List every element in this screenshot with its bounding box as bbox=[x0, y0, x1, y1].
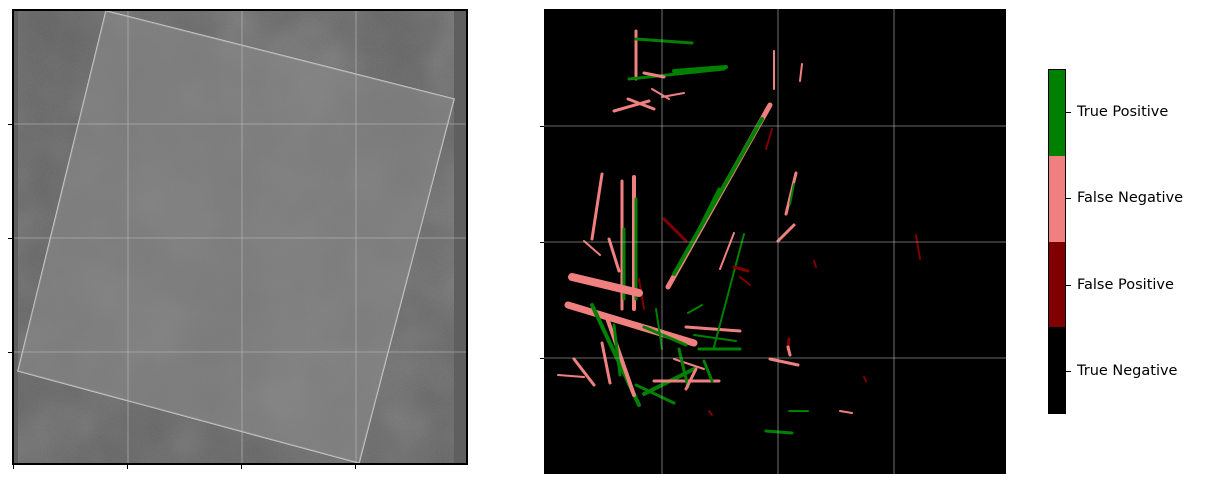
false-negative-mark bbox=[642, 71, 666, 79]
axis-tick bbox=[355, 465, 356, 469]
colorbar-label: False Negative bbox=[1077, 190, 1184, 207]
true-positive-mark bbox=[672, 65, 728, 73]
colorbar-segment bbox=[1049, 327, 1065, 413]
colorbar-segment bbox=[1049, 155, 1065, 242]
classification-map-panel bbox=[544, 9, 1006, 474]
true-positive-mark bbox=[677, 347, 690, 389]
false-positive-mark bbox=[863, 376, 867, 382]
true-positive-mark bbox=[687, 187, 721, 251]
colorbar-tick bbox=[1066, 284, 1071, 286]
true-positive-mark bbox=[634, 383, 676, 405]
axis-tick bbox=[540, 126, 544, 127]
false-negative-mark bbox=[776, 223, 796, 243]
colorbar-tick bbox=[1066, 370, 1071, 372]
false-negative-mark bbox=[651, 88, 670, 100]
false-positive-mark bbox=[732, 265, 750, 273]
false-positive-mark bbox=[739, 276, 751, 286]
left-gridlines bbox=[14, 11, 466, 463]
true-positive-mark bbox=[713, 233, 745, 348]
false-negative-mark bbox=[673, 358, 705, 370]
satellite-scene-panel bbox=[12, 9, 468, 465]
true-positive-mark bbox=[764, 429, 794, 435]
false-negative-mark bbox=[604, 313, 636, 397]
axis-tick bbox=[8, 124, 12, 125]
axis-tick bbox=[540, 358, 544, 359]
false-positive-mark bbox=[813, 260, 817, 268]
colorbar-tick bbox=[1066, 112, 1071, 114]
axis-tick bbox=[540, 242, 544, 243]
true-positive-mark bbox=[627, 67, 726, 81]
scene-grain bbox=[18, 11, 454, 463]
contrail-masks bbox=[557, 29, 921, 435]
true-positive-mark bbox=[789, 183, 795, 205]
axis-tick bbox=[13, 465, 14, 469]
true-positive-mark bbox=[687, 304, 703, 314]
axis-tick bbox=[8, 238, 12, 239]
false-negative-mark bbox=[684, 325, 742, 333]
false-negative-mark bbox=[612, 99, 651, 113]
false-positive-mark bbox=[915, 234, 921, 260]
false-negative-mark bbox=[564, 301, 698, 347]
false-negative-mark bbox=[719, 232, 735, 270]
false-negative-mark bbox=[572, 357, 596, 387]
axis-tick bbox=[127, 465, 128, 469]
false-negative-mark bbox=[626, 97, 656, 111]
false-positive-mark bbox=[708, 410, 713, 416]
true-positive-mark bbox=[702, 359, 714, 383]
false-negative-mark bbox=[799, 63, 803, 82]
colorbar-segment bbox=[1049, 70, 1065, 156]
false-negative-mark bbox=[768, 357, 800, 367]
false-negative-mark bbox=[784, 171, 798, 216]
false-negative-mark bbox=[786, 345, 792, 357]
false-negative-mark bbox=[661, 92, 685, 98]
true-positive-mark bbox=[672, 117, 764, 276]
axis-tick bbox=[8, 352, 12, 353]
false-negative-mark bbox=[607, 237, 621, 273]
false-positive-mark bbox=[765, 128, 773, 150]
false-negative-mark bbox=[557, 374, 585, 378]
colorbar-label: False Positive bbox=[1077, 276, 1174, 293]
colorbar-tick bbox=[1066, 198, 1071, 200]
right-gridlines bbox=[544, 9, 1006, 474]
false-positive-mark bbox=[662, 217, 688, 243]
false-negative-mark bbox=[839, 410, 853, 414]
true-positive-mark bbox=[655, 308, 663, 350]
colorbar-label: True Negative bbox=[1077, 362, 1178, 379]
false-negative-mark bbox=[583, 240, 601, 256]
false-negative-mark bbox=[568, 273, 643, 297]
colorbar-label: True Positive bbox=[1077, 104, 1169, 121]
colorbar bbox=[1048, 69, 1066, 414]
false-negative-mark bbox=[684, 367, 698, 391]
true-positive-mark bbox=[642, 325, 688, 347]
true-positive-mark bbox=[693, 334, 737, 342]
colorbar-segment bbox=[1049, 241, 1065, 328]
classification-map-plot bbox=[544, 9, 1006, 474]
false-negative-mark bbox=[600, 341, 612, 385]
true-positive-mark bbox=[634, 37, 694, 45]
satellite-scene-plot bbox=[14, 11, 466, 463]
true-positive-mark bbox=[612, 323, 622, 377]
false-negative-mark bbox=[590, 172, 604, 241]
axis-tick bbox=[241, 465, 242, 469]
